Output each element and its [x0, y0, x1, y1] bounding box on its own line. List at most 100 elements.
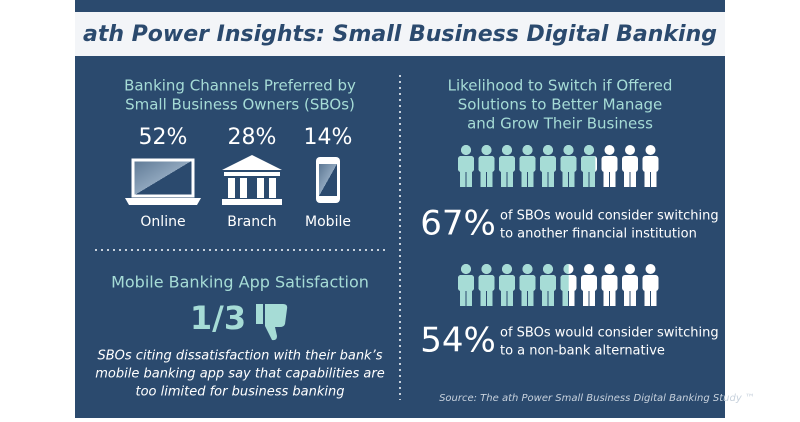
person-leg: [542, 290, 548, 306]
person-leg: [501, 171, 507, 187]
heading: Small Business Owners (SBOs): [125, 96, 355, 114]
body-text: mobile banking app say that capabilities…: [95, 367, 385, 382]
person-leg: [562, 290, 568, 306]
person-body: [642, 275, 659, 291]
person-body: [622, 275, 638, 291]
person-leg: [548, 290, 554, 306]
person-leg: [466, 290, 472, 306]
people-filled: [458, 264, 569, 306]
laptop-icon: [125, 158, 201, 205]
person-leg: [487, 171, 493, 187]
person-head: [604, 264, 615, 274]
phone-icon: [316, 157, 340, 203]
person-head: [625, 145, 635, 155]
people-filled: [458, 145, 596, 187]
person-leg: [480, 290, 486, 306]
person-head: [461, 264, 471, 274]
person-body: [458, 275, 474, 291]
person-leg: [507, 171, 513, 187]
stat: 1/3: [190, 299, 246, 337]
person-head: [584, 145, 594, 155]
person-leg: [644, 290, 650, 306]
person-head: [502, 145, 512, 155]
body-text: SBOs citing dissatisfaction with their b…: [97, 349, 382, 364]
person-body: [519, 156, 536, 172]
person-head: [461, 145, 471, 155]
person-leg: [542, 171, 548, 187]
body-text: to another financial institution: [500, 227, 697, 242]
person-body: [499, 156, 515, 172]
label: Mobile: [305, 214, 351, 230]
person-leg: [521, 171, 527, 187]
body-text: of SBOs would consider switching: [500, 209, 719, 224]
person-leg: [644, 171, 650, 187]
person-body: [540, 156, 556, 172]
person-leg: [528, 171, 534, 187]
person-head: [522, 264, 533, 274]
person-head: [604, 145, 615, 155]
person-leg: [460, 290, 466, 306]
person-leg: [603, 171, 609, 187]
label: Online: [140, 214, 185, 230]
person-leg: [651, 171, 657, 187]
person-leg: [624, 290, 630, 306]
person-body: [519, 275, 536, 291]
person-leg: [630, 171, 636, 187]
person-head: [563, 145, 574, 155]
body-text: to a non-bank alternative: [500, 344, 665, 359]
person-leg: [589, 171, 595, 187]
person-body: [581, 156, 596, 172]
person-body: [601, 156, 618, 172]
label: Branch: [227, 214, 276, 230]
person-leg: [569, 290, 575, 306]
body-text: of SBOs would consider switching: [500, 326, 719, 341]
person-head: [543, 145, 553, 155]
stat: 67%: [420, 204, 496, 244]
heading: Solutions to Better Manage: [458, 96, 663, 114]
stat: 52%: [139, 125, 188, 150]
person-body: [581, 275, 597, 291]
person-head: [563, 264, 569, 274]
person-leg: [521, 290, 527, 306]
body-text: too limited for business banking: [135, 385, 344, 400]
person-body: [560, 275, 569, 291]
bank-icon: [222, 155, 282, 205]
person-body: [560, 156, 577, 172]
person-body: [540, 275, 556, 291]
stat: 28%: [228, 125, 277, 150]
person-leg: [651, 290, 657, 306]
person-leg: [583, 290, 589, 306]
stat: 14%: [304, 125, 353, 150]
person-body: [478, 275, 495, 291]
person-leg: [610, 290, 616, 306]
title-bar: [75, 12, 725, 56]
person-leg: [589, 290, 595, 306]
person-head: [502, 264, 512, 274]
person-leg: [610, 171, 616, 187]
person-head: [481, 264, 492, 274]
heading: Likelihood to Switch if Offered: [448, 77, 673, 95]
person-head: [584, 264, 594, 274]
title: ath Power Insights: Small Business Digit…: [83, 22, 717, 47]
person-leg: [480, 171, 486, 187]
person-leg: [487, 290, 493, 306]
person-head: [481, 145, 492, 155]
person-body: [601, 275, 618, 291]
heading: and Grow Their Business: [467, 115, 653, 133]
person-leg: [466, 171, 472, 187]
person-leg: [630, 290, 636, 306]
person-body: [458, 156, 474, 172]
person-leg: [501, 290, 507, 306]
person-body: [642, 156, 659, 172]
person-leg: [528, 290, 534, 306]
stat: 54%: [420, 321, 496, 361]
person-leg: [624, 171, 630, 187]
person-head: [625, 264, 635, 274]
person-head: [645, 264, 656, 274]
person-head: [645, 145, 656, 155]
person-leg: [603, 290, 609, 306]
thumbs-down-icon: [256, 304, 288, 341]
heading: Mobile Banking App Satisfaction: [111, 273, 369, 292]
person-body: [478, 156, 495, 172]
